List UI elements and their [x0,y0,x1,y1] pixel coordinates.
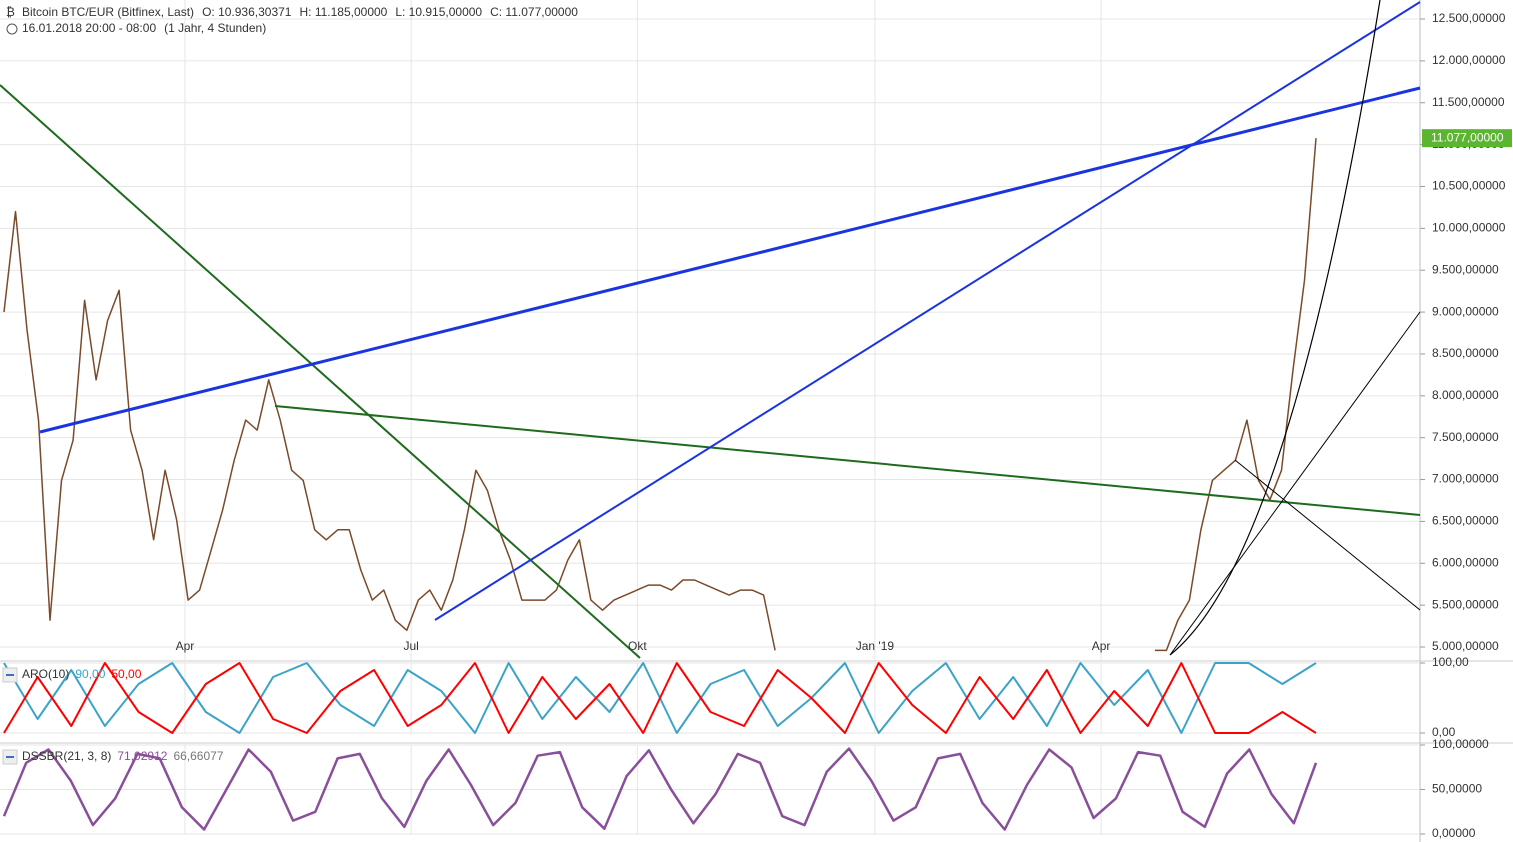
trend-curve [1169,0,1381,656]
indicator-value: 90,00 [75,667,105,681]
instrument-title: Bitcoin BTC/EUR (Bitfinex, Last) [22,5,194,19]
indicator-title: DSSBR(21, 3, 8) [22,749,111,763]
icon: ₿ [6,5,15,19]
indicator-value: 66,66077 [173,749,223,763]
y-tick-label: 9.500,00000 [1432,262,1499,276]
y-tick-label: 5.000,00000 [1432,639,1499,653]
x-tick-label: Okt [628,639,647,653]
y-tick-label: 12.000,00000 [1432,53,1506,67]
axis-background [1420,0,1513,842]
trend-line [0,84,641,659]
x-tick-label: Apr [1092,639,1111,653]
indicator-value: 50,00 [111,667,141,681]
y-tick-label: 0,00 [1432,725,1456,739]
trend-line [274,405,1421,516]
y-tick-label: 0,00000 [1432,826,1476,840]
x-tick-label: Jan '19 [856,639,895,653]
period: 16.01.2018 20:00 - 08:00 [22,21,156,35]
trend-line [1169,311,1421,656]
y-tick-label: 50,00000 [1432,782,1482,796]
ohlc-value: L: 10.915,00000 [395,5,482,19]
indicator-title: ARO(10) [22,667,69,681]
y-tick-label: 7.000,00000 [1432,472,1499,486]
indicator-value: 71,02912 [117,749,167,763]
y-tick-label: 5.500,00000 [1432,597,1499,611]
y-tick-label: 8.500,00000 [1432,346,1499,360]
data-line [3,138,1317,652]
trend-lines [0,0,1421,659]
y-tick-label: 100,00000 [1432,737,1489,751]
y-tick-label: 11.500,00000 [1432,95,1505,109]
y-tick-label: 9.000,00000 [1432,304,1499,318]
ohlc-value: C: 11.077,00000 [490,5,578,19]
clock-icon [6,23,18,35]
range: (1 Jahr, 4 Stunden) [164,21,266,35]
y-tick-label: 8.000,00000 [1432,388,1499,402]
last-value-label: 11.077,00000 [1431,130,1504,144]
data-line [2,747,1318,831]
y-tick-label: 7.500,00000 [1432,430,1499,444]
trend-line [1234,459,1421,611]
y-tick-label: 12.500,00000 [1432,11,1506,25]
trend-line [434,1,1421,621]
y-tick-label: 6.500,00000 [1432,514,1499,528]
y-tick-label: 10.500,00000 [1432,179,1506,193]
x-tick-label: Jul [404,639,419,653]
data-line [3,662,1317,734]
y-tick-label: 10.000,00000 [1432,221,1506,235]
ohlc-value: H: 11.185,00000 [299,5,387,19]
header: ₿ Bitcoin BTC/EUR (Bitfinex, Last) O: 10.… [6,5,578,35]
y-tick-label: 100,00 [1432,655,1469,669]
last-value-box [1422,129,1512,148]
trend-line [39,86,1421,434]
ohlc-value: O: 10.936,30371 [202,5,292,19]
y-tick-label: 6.000,00000 [1432,555,1499,569]
x-tick-label: Apr [176,639,195,653]
